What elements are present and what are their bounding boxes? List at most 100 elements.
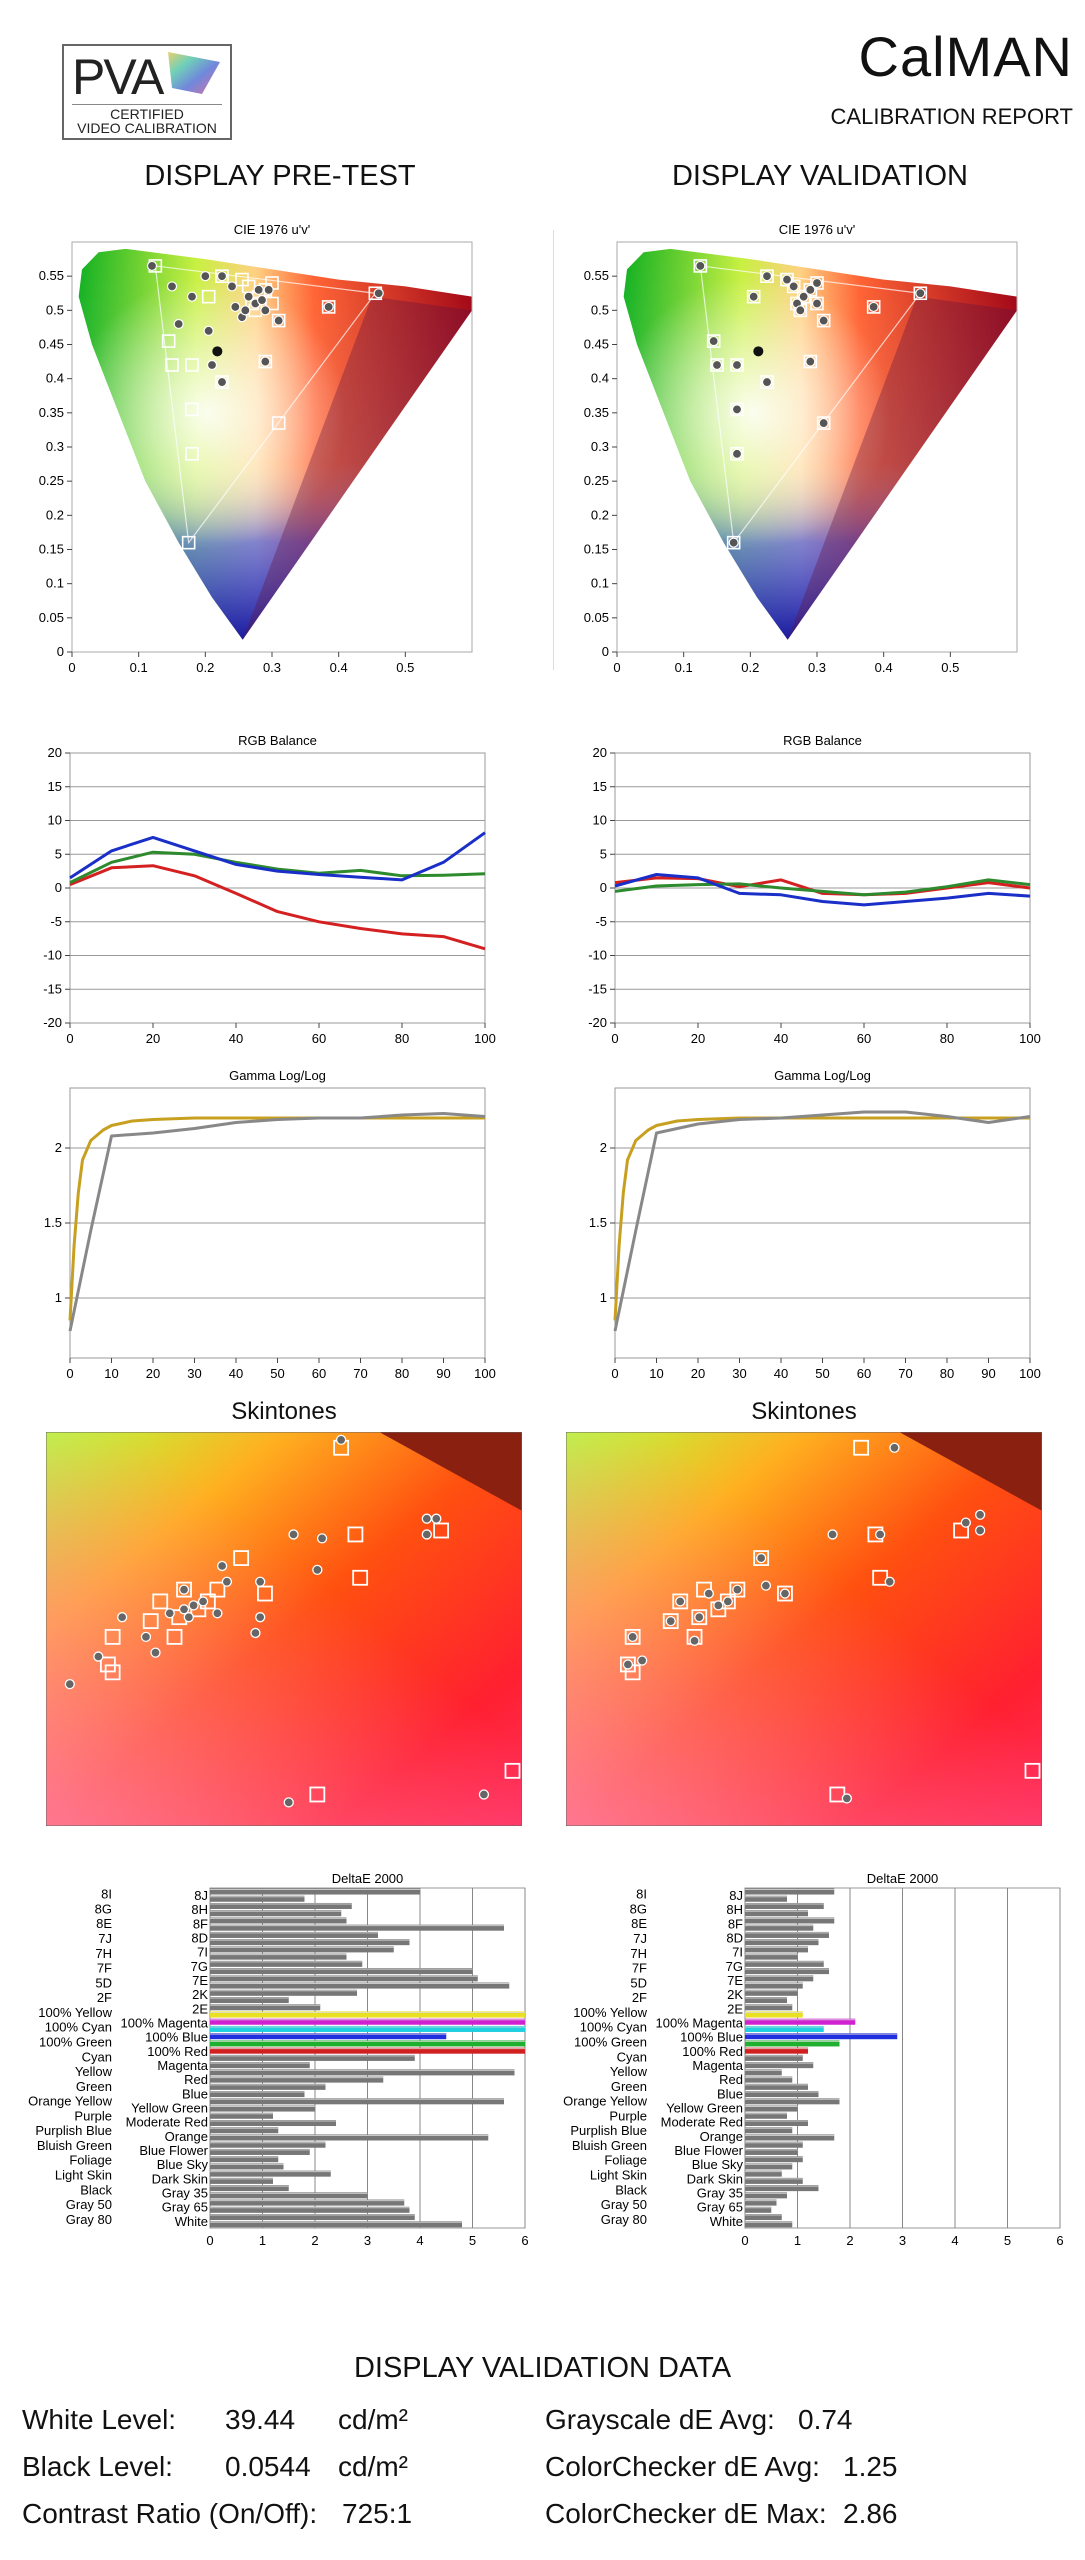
deltae-bar: 7E — [210, 1975, 478, 1982]
right-category-label: 7E — [727, 1973, 743, 1988]
target-square — [215, 375, 229, 389]
measured-point — [140, 1631, 152, 1643]
cie-white-glow — [623, 248, 1017, 640]
deltae-bar: 8E — [745, 1924, 814, 1931]
white-level-label: White Level: — [22, 2404, 177, 2435]
skintones-title-validation: Skintones — [751, 1398, 857, 1425]
target-square — [662, 1613, 679, 1630]
deltae-bar: 100% Yellow — [745, 2011, 803, 2018]
right-category-label: White — [175, 2214, 208, 2229]
y-tick-label: 5 — [55, 846, 62, 861]
deltae-bar: Cyan — [745, 2054, 803, 2061]
series-line-1 — [613, 1110, 1031, 1332]
deltae-bar: 8J — [210, 1888, 420, 1895]
x-tick-label: 0 — [611, 1366, 618, 1381]
deltae-bar: 100% Magenta — [210, 2018, 525, 2025]
measured-point — [373, 288, 384, 299]
target-square — [161, 334, 176, 348]
left-category-label: 8E — [631, 1916, 647, 1931]
x-tick-label: 40 — [229, 1031, 243, 1046]
series-line-2 — [614, 873, 1031, 907]
target-square — [321, 300, 336, 314]
rgb-balance-chart-validation: RGB Balance -20 -15 -10 -5 0 5 10 15 20 0 20 40 60 80 1… — [588, 733, 1041, 1046]
measured-point — [197, 1596, 209, 1607]
deltae-bar: Yellow Green — [210, 2105, 315, 2112]
deltae-bar: 100% Green — [210, 2040, 525, 2047]
x-tick-label: 5 — [469, 2233, 476, 2248]
y-tick-label: 0.4 — [591, 371, 609, 386]
left-category-label: Orange Yellow — [563, 2094, 647, 2109]
deltae-bar: White — [210, 2221, 462, 2228]
black-level-value: 0.0544 — [225, 2451, 311, 2482]
series-line-0 — [613, 1116, 1030, 1321]
right-category-label: Orange — [700, 2129, 743, 2144]
target-square — [753, 1550, 770, 1566]
x-tick-label: 0.4 — [330, 660, 348, 675]
measured-point — [431, 1513, 442, 1524]
left-category-label: Gray 80 — [66, 2212, 112, 2227]
right-category-label: 100% Blue — [145, 2030, 208, 2045]
deltae-bar: 7I — [745, 1946, 808, 1953]
target-square — [185, 358, 199, 372]
y-tick-label: 1 — [55, 1290, 62, 1305]
right-category-label: Blue Sky — [157, 2157, 209, 2172]
x-tick-label: 3 — [899, 2233, 906, 2248]
deltae-bar: 8J — [745, 1888, 835, 1895]
target-square — [347, 1526, 364, 1543]
x-tick-label: 0.2 — [741, 660, 759, 675]
x-tick-label: 60 — [857, 1031, 871, 1046]
x-tick-label: 30 — [732, 1366, 746, 1381]
x-tick-label: 100 — [474, 1031, 496, 1046]
y-tick-label: 2 — [55, 1140, 62, 1155]
grayscale-de-value: 0.74 — [798, 2404, 853, 2435]
measured-point — [421, 1529, 432, 1540]
y-tick-label: -10 — [588, 948, 607, 963]
logo-line1: CERTIFIED — [110, 106, 184, 122]
measured-point — [260, 356, 271, 367]
measured-point — [694, 1612, 705, 1623]
y-tick-label: 1.5 — [589, 1215, 607, 1230]
deltae-bar: Orange — [210, 2134, 489, 2141]
measured-point — [731, 448, 743, 459]
measured-point — [884, 1576, 895, 1587]
measured-point — [117, 1612, 128, 1623]
y-tick-label: 0 — [57, 644, 64, 659]
left-category-label: 8I — [101, 1887, 112, 1902]
measured-point — [206, 359, 218, 371]
measured-point — [665, 1615, 676, 1627]
y-tick-label: 0 — [55, 880, 62, 895]
deltae-bar: Gray 50 — [210, 2199, 405, 2206]
right-category-label: Magenta — [157, 2058, 208, 2073]
deltae-bar: Blue Flower — [210, 2148, 310, 2155]
left-category-label: 2F — [632, 1990, 647, 2005]
target-square — [176, 1581, 192, 1598]
measured-point — [708, 335, 719, 347]
x-tick-label: 0.5 — [396, 660, 414, 675]
target-square — [746, 289, 761, 304]
right-category-label: 8H — [191, 1902, 208, 1917]
measured-point — [622, 1659, 634, 1670]
skintone-dark-corner — [379, 1432, 522, 1511]
left-category-label: 100% Cyan — [45, 2020, 112, 2035]
measured-point — [756, 1552, 767, 1564]
target-square — [810, 276, 824, 290]
deltae-bar: Cyan — [210, 2054, 415, 2061]
right-category-label: 7G — [726, 1959, 743, 1974]
x-tick-label: 90 — [436, 1366, 450, 1381]
measured-point — [312, 1564, 323, 1576]
measured-point — [200, 271, 211, 282]
left-category-label: Green — [76, 2079, 112, 2094]
y-tick-label: 5 — [600, 846, 607, 861]
y-tick-label: 0.5 — [46, 302, 64, 317]
deltae-bar: 2E — [210, 2004, 321, 2011]
contrast-ratio-label: Contrast Ratio (On/Off): — [22, 2498, 318, 2529]
deltae-bar: 8G — [745, 1910, 808, 1917]
deltae-bar: 2K — [745, 1989, 798, 1996]
target-square — [786, 279, 801, 294]
y-tick-label: 0.45 — [584, 337, 609, 352]
right-category-label: 2E — [727, 2001, 743, 2016]
left-category-label: 7J — [98, 1931, 112, 1946]
series-line-1 — [68, 1112, 486, 1332]
deltae-bar: Moderate Red — [210, 2119, 336, 2127]
